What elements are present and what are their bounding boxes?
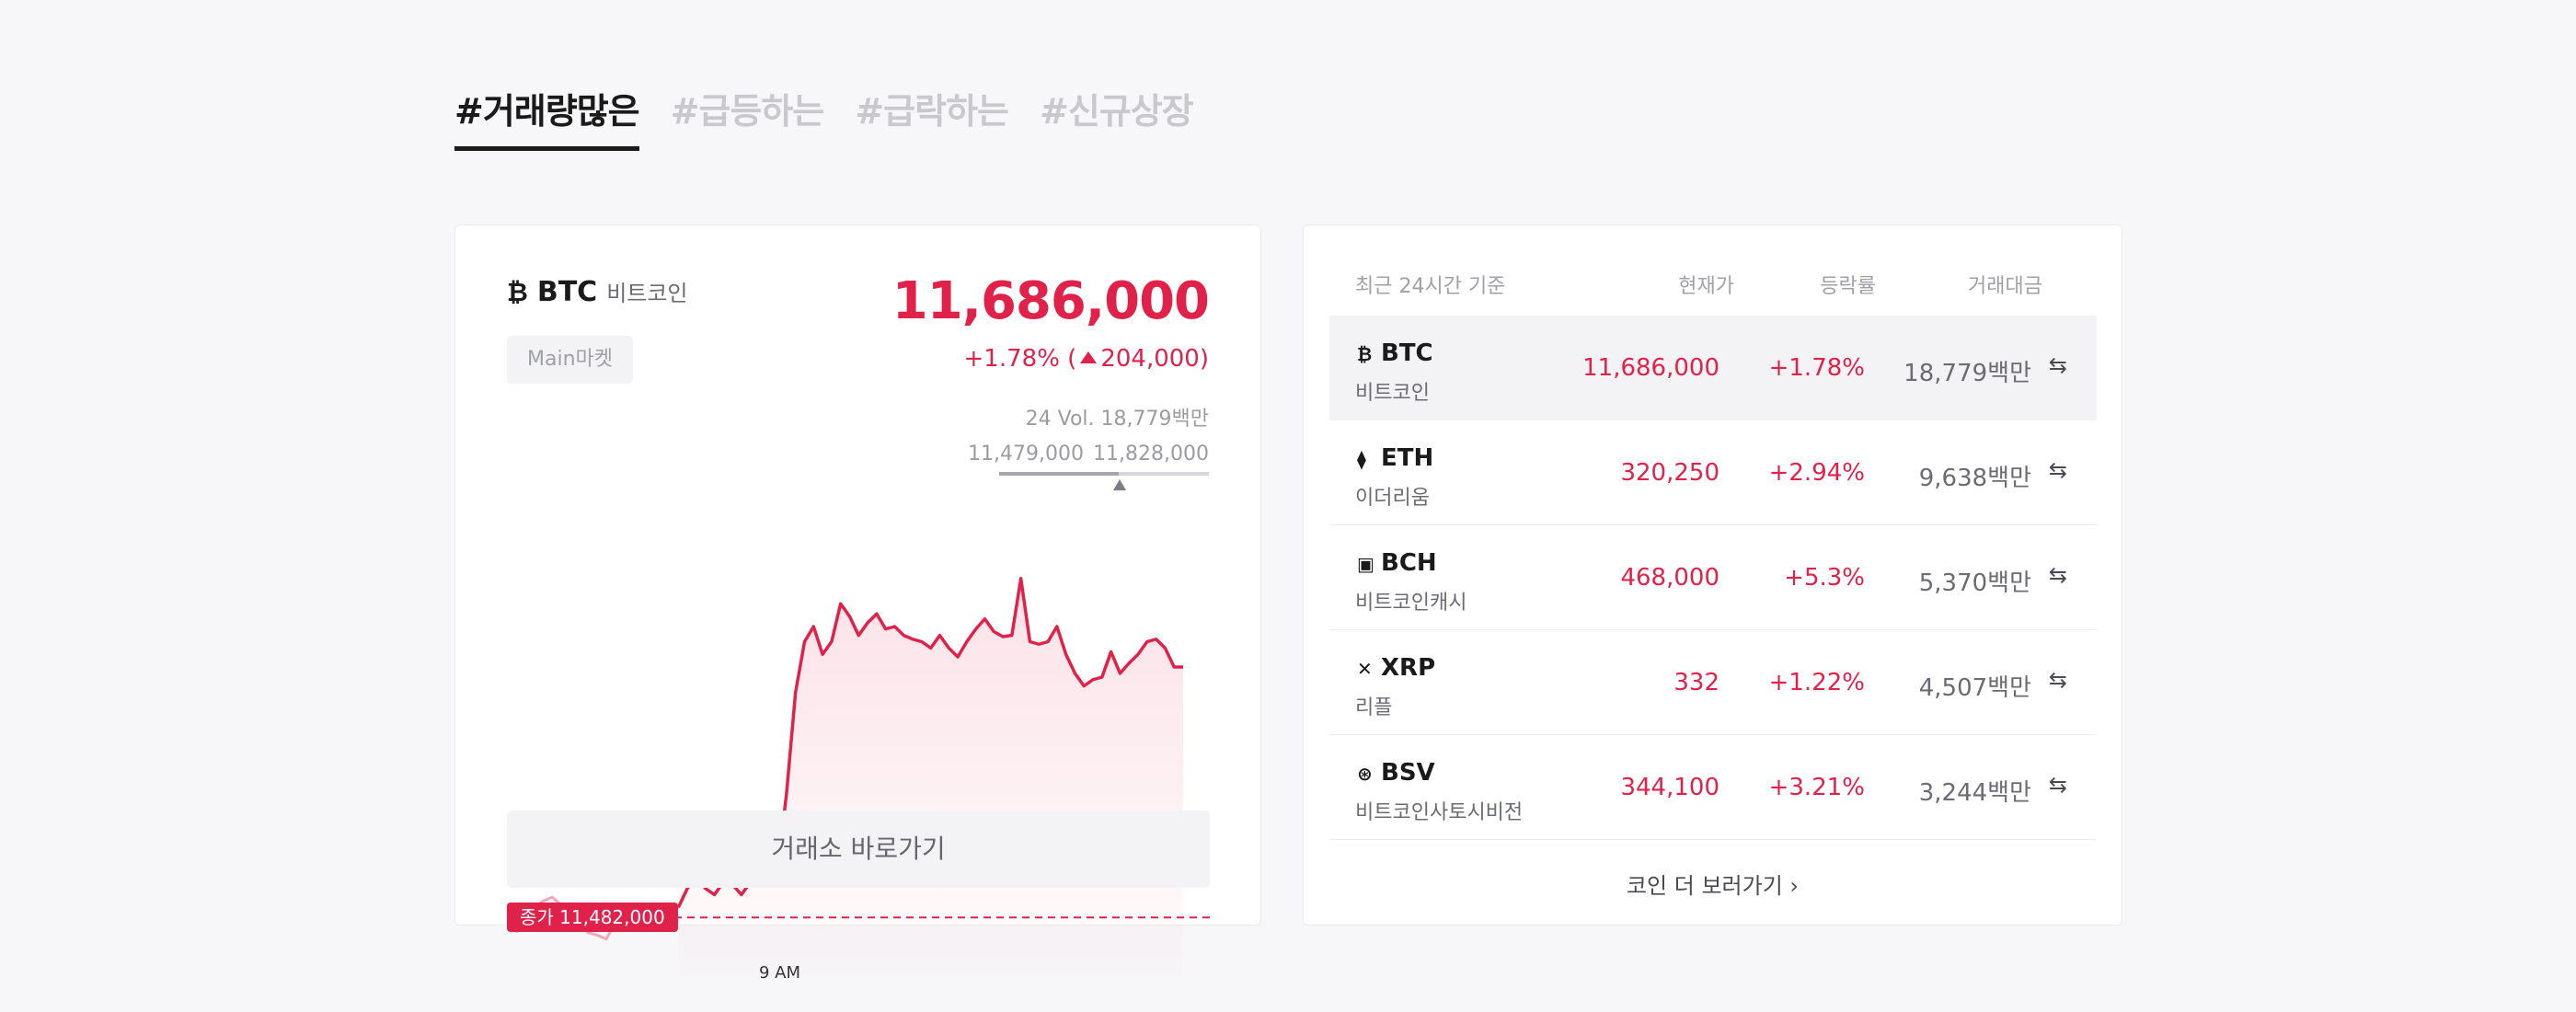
- swap-icon[interactable]: ⇆: [2048, 457, 2067, 483]
- up-triangle-icon: [1080, 351, 1098, 363]
- change-percent: +1.78%: [963, 345, 1060, 373]
- change-open-paren: (: [1067, 345, 1077, 373]
- row-change: +1.78%: [1768, 354, 1865, 382]
- tab-new-listing[interactable]: #신규상장: [1040, 91, 1194, 132]
- day-range-labels: 11,479,000 11,828,000: [968, 443, 1209, 466]
- row-symbol: BCH: [1381, 549, 1437, 577]
- time-axis-label: 9 AM: [759, 963, 801, 983]
- coin-name: 비트코인: [606, 281, 688, 306]
- swap-icon[interactable]: ⇆: [2048, 667, 2067, 693]
- bitcoin-cash-icon: ▣: [1357, 553, 1374, 575]
- header-volume: 거래대금: [1968, 275, 2042, 298]
- bitcoin-icon: ₿: [507, 277, 528, 307]
- row-name: 리플: [1355, 696, 1393, 719]
- coin-list: ₿ BTC 비트코인 11,686,000 +1.78% 18,779백만 ⇆ …: [1329, 316, 2097, 840]
- ripple-icon: ✕: [1357, 658, 1373, 680]
- day-range-fill: [999, 472, 1119, 476]
- range-high: 11,828,000: [1093, 443, 1209, 466]
- category-tabs: #거래량많은 #급등하는 #급락하는 #신규상장: [454, 85, 1194, 151]
- market-badge: Main마켓: [507, 336, 633, 384]
- row-name: 이더리움: [1355, 487, 1430, 510]
- row-symbol: XRP: [1381, 654, 1436, 682]
- featured-coin-card: ₿ BTC 비트코인 Main마켓 11,686,000 +1.78% (204…: [454, 224, 1261, 983]
- tab-plunging[interactable]: #급락하는: [855, 91, 1009, 132]
- row-symbol: BSV: [1381, 759, 1435, 787]
- row-price: 11,686,000: [1582, 354, 1719, 382]
- coin-symbol: BTC: [536, 276, 598, 308]
- row-volume: 18,779백만: [1903, 360, 2031, 387]
- row-volume: 9,638백만: [1918, 465, 2031, 492]
- table-row[interactable]: ⊛ BSV 비트코인사토시비전 344,100 +3.21% 3,244백만 ⇆: [1329, 735, 2097, 840]
- row-price: 320,250: [1620, 459, 1719, 487]
- row-symbol: BTC: [1381, 339, 1433, 367]
- chart-area: [678, 578, 1183, 980]
- row-change: +5.3%: [1784, 564, 1865, 592]
- bitcoin-sv-icon: ⊛: [1357, 763, 1373, 785]
- table-row[interactable]: ⧫ ETH 이더리움 320,250 +2.94% 9,638백만 ⇆: [1329, 420, 2097, 525]
- coin-ranking-card: 최근 24시간 기준 현재가 등락률 거래대금 ₿ BTC 비트코인 11,68…: [1303, 224, 2122, 926]
- swap-icon[interactable]: ⇆: [2048, 352, 2067, 378]
- bitcoin-icon: ₿: [1357, 343, 1373, 365]
- header-basis: 최근 24시간 기준: [1355, 275, 1506, 298]
- table-row[interactable]: ▣ BCH 비트코인캐시 468,000 +5.3% 5,370백만 ⇆: [1329, 525, 2097, 630]
- row-name: 비트코인캐시: [1355, 592, 1467, 615]
- price-chart: 종가 11,482,000 9 AM: [507, 529, 1213, 989]
- header-change: 등락률: [1820, 275, 1876, 298]
- range-marker-icon: [1113, 479, 1126, 490]
- row-volume: 3,244백만: [1918, 779, 2031, 807]
- row-price: 332: [1673, 669, 1719, 696]
- range-low: 11,479,000: [968, 443, 1085, 466]
- row-name: 비트코인사토시비전: [1355, 801, 1524, 824]
- row-name: 비트코인: [1355, 382, 1430, 405]
- row-volume: 4,507백만: [1918, 674, 2031, 702]
- more-coins-link[interactable]: 코인 더 보러가기 ›: [1626, 873, 1800, 899]
- tab-surging[interactable]: #급등하는: [670, 91, 825, 132]
- table-row[interactable]: ✕ XRP 리플 332 +1.22% 4,507백만 ⇆: [1329, 630, 2097, 735]
- swap-icon[interactable]: ⇆: [2048, 772, 2067, 798]
- day-range-bar: [999, 472, 1209, 490]
- ethereum-icon: ⧫: [1357, 448, 1366, 470]
- change-amount: 204,000): [1100, 345, 1209, 373]
- row-price: 468,000: [1620, 564, 1719, 592]
- tab-most-traded[interactable]: #거래량많은: [454, 85, 640, 151]
- row-price: 344,100: [1620, 774, 1719, 801]
- row-change: +1.22%: [1768, 669, 1865, 696]
- row-change: +3.21%: [1768, 774, 1865, 801]
- table-row[interactable]: ₿ BTC 비트코인 11,686,000 +1.78% 18,779백만 ⇆: [1329, 316, 2097, 420]
- header-price: 현재가: [1678, 275, 1734, 298]
- current-price: 11,686,000: [891, 271, 1210, 331]
- swap-icon[interactable]: ⇆: [2048, 562, 2067, 588]
- go-exchange-button[interactable]: 거래소 바로가기: [507, 811, 1210, 888]
- table-header: 최근 24시간 기준 현재가 등락률 거래대금: [1355, 270, 2082, 298]
- row-volume: 5,370백만: [1918, 569, 2031, 597]
- row-change: +2.94%: [1768, 459, 1865, 487]
- coin-header: ₿ BTC 비트코인: [507, 275, 688, 308]
- row-symbol: ETH: [1381, 444, 1434, 472]
- price-change: +1.78% (204,000): [964, 345, 1209, 373]
- close-price-label: 종가 11,482,000: [507, 903, 678, 933]
- volume-24h: 24 Vol. 18,779백만: [1025, 408, 1209, 431]
